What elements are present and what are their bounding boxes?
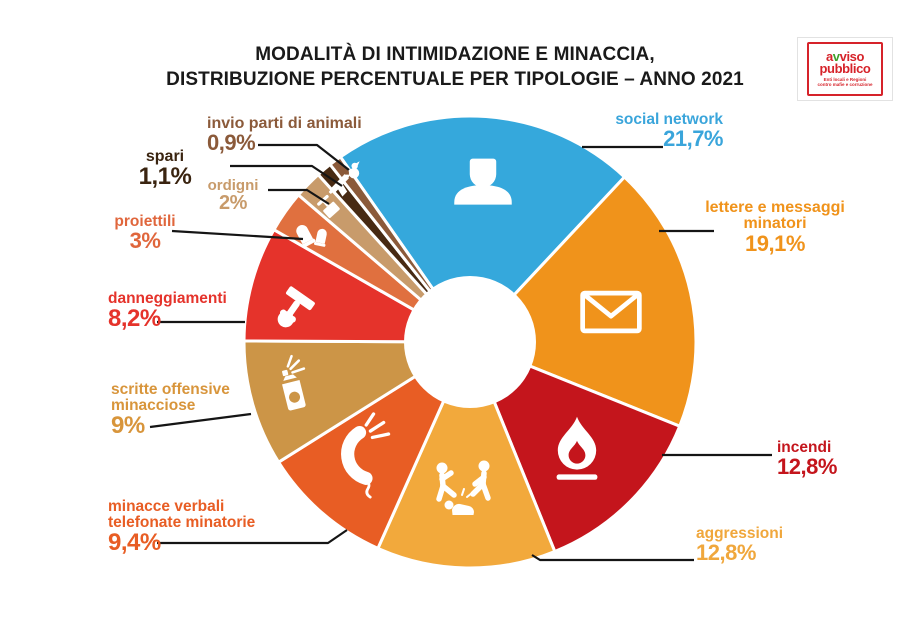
logo-word-pubblico: pubblico — [819, 60, 871, 76]
label-minacce-verbali: minacce verbali telefonate minatorie 9,4… — [108, 498, 256, 556]
pie-slice-aggressioni — [375, 338, 557, 570]
hammer-icon — [277, 286, 315, 328]
leader-line-invio-parti — [258, 143, 350, 171]
leader-line-scritte-offensive — [149, 412, 252, 429]
leader-line-aggressioni — [531, 554, 694, 562]
label-lettere: lettere e messaggi minatori 19,1% — [705, 199, 845, 256]
leader-lines — [149, 143, 772, 562]
slice-icons — [277, 158, 642, 515]
label-aggressioni: aggressioni 12,8% — [696, 525, 783, 565]
label-spari: spari 1,1% — [138, 148, 192, 191]
label-social-network: social network 21,7% — [615, 111, 723, 151]
leader-line-spari — [230, 164, 343, 187]
donut-hole — [404, 276, 536, 408]
chart-title-line1: MODALITÀ DI INTIMIDAZIONE E MINACCIA, — [255, 44, 655, 65]
logo-word-avviso: avviso — [825, 48, 865, 64]
person-icon — [454, 158, 512, 205]
logo-green-v: v — [832, 48, 840, 64]
label-scritte-offensive: scritte offensive minacciose 9% — [111, 381, 230, 439]
label-danneggiamenti: danneggiamenti 8,2% — [108, 290, 227, 332]
leader-line-minacce-verbali — [157, 529, 348, 545]
envelope-icon — [580, 290, 642, 334]
pie-slice-minacce-verbali — [276, 338, 474, 551]
animal-icon — [343, 161, 360, 179]
logo-frame: avviso pubblico Enti locali e Regioni co… — [797, 37, 893, 101]
logo-tagline: Enti locali e Regioni contro mafie e cor… — [817, 76, 873, 87]
chart-title: MODALITÀ DI INTIMIDAZIONE E MINACCIA, DI… — [95, 42, 815, 92]
label-incendi: incendi 12,8% — [777, 439, 837, 479]
phone-icon — [341, 412, 391, 499]
assault-icon — [436, 460, 491, 515]
leader-line-proiettili — [171, 229, 304, 241]
label-invio-parti: invio parti di animali 0,9% — [207, 115, 362, 156]
chart-title-line2: DISTRIBUZIONE PERCENTUALE PER TIPOLOGIE … — [166, 69, 744, 91]
label-ordigni: ordigni 2% — [207, 177, 259, 215]
pie-slice-incendi — [467, 339, 682, 554]
flame-icon — [556, 416, 598, 480]
avviso-pubblico-logo: avviso pubblico Enti locali e Regioni co… — [807, 42, 883, 96]
pie-slice-social-network — [338, 114, 627, 345]
spray-can-icon — [282, 354, 306, 411]
label-proiettili: proiettili 3% — [114, 213, 176, 253]
leader-line-ordigni — [268, 188, 330, 205]
